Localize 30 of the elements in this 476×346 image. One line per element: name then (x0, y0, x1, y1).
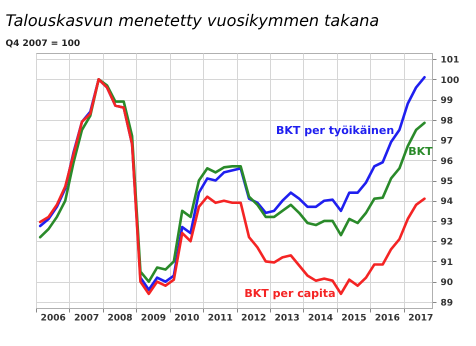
x-tick-label: 2015 (341, 314, 366, 324)
chart-title: Talouskasvun menetetty vuosikymmen takana (6, 11, 380, 30)
y-tick-label: 92 (440, 238, 454, 248)
x-tick-label: 2011 (208, 314, 233, 324)
y-tick-label: 101 (440, 56, 460, 66)
x-tick-label: 2008 (108, 314, 133, 324)
y-tick-label: 99 (440, 96, 454, 106)
x-tick-label: 2017 (408, 314, 434, 324)
x-tick-label: 2012 (241, 314, 266, 324)
series-label: BKT per työikäinen (276, 124, 394, 138)
y-tick-label: 97 (440, 136, 454, 147)
y-tick-label: 100 (440, 76, 460, 86)
y-tick-label: 91 (440, 258, 454, 268)
y-tick-label: 98 (440, 116, 454, 126)
x-tick-label: 2009 (140, 314, 166, 324)
x-tick-label: 2010 (174, 314, 200, 324)
x-tick-label: 2016 (374, 314, 400, 324)
series-label: BKT per capita (244, 286, 336, 300)
y-tick-label: 89 (440, 298, 454, 308)
x-tick-label: 2013 (274, 314, 300, 324)
x-tick-label: 2014 (308, 314, 334, 324)
y-tick-label: 95 (440, 177, 454, 187)
y-axis-title: Q4 2007 = 100 (6, 39, 80, 49)
y-tick-label: 96 (440, 156, 454, 167)
y-tick-label: 93 (440, 217, 454, 228)
y-tick-label: 94 (440, 197, 454, 208)
x-tick-label: 2007 (74, 314, 100, 324)
series-label: BKT (408, 144, 434, 158)
y-tick-label: 90 (440, 278, 454, 288)
x-tick-label: 2006 (40, 314, 66, 324)
